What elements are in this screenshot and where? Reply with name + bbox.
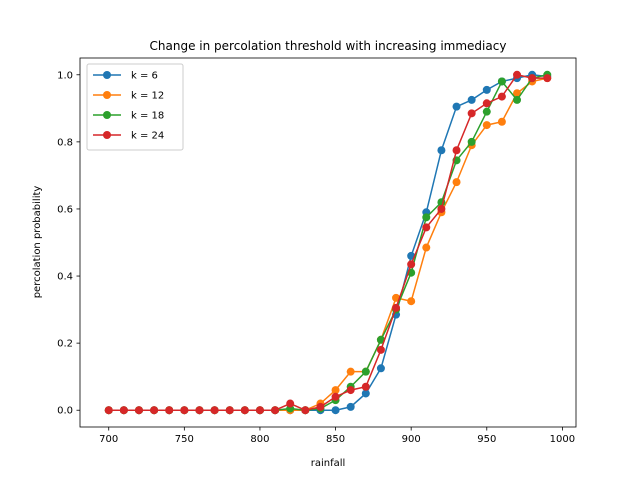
data-point [255, 406, 264, 415]
data-point [422, 243, 431, 252]
data-point [467, 95, 476, 104]
x-tick-label: 1000 [550, 434, 575, 445]
data-point [513, 70, 522, 79]
data-point [452, 178, 461, 187]
x-tick-label: 950 [477, 434, 496, 445]
data-point [407, 297, 416, 306]
legend-label: k = 24 [131, 131, 164, 142]
legend-item: k = 24 [93, 131, 164, 142]
y-tick-label: 0.0 [57, 406, 73, 417]
data-point [437, 204, 446, 213]
data-point [210, 406, 219, 415]
data-point [513, 89, 522, 98]
data-point [482, 107, 491, 116]
data-point [346, 386, 355, 395]
chart-title: Change in percolation threshold with inc… [150, 39, 507, 53]
data-point [240, 406, 249, 415]
data-point [422, 213, 431, 222]
y-axis: 0.0 0.2 0.4 0.6 0.8 1.0 [57, 70, 80, 417]
legend-label: k = 6 [131, 71, 158, 82]
data-point [528, 74, 537, 83]
legend-label: k = 12 [131, 91, 164, 102]
data-point [376, 364, 385, 373]
data-point [316, 402, 325, 411]
data-point [437, 146, 446, 155]
data-point [150, 406, 159, 415]
data-point [286, 399, 295, 408]
legend-marker [103, 111, 111, 119]
legend-label: k = 18 [131, 111, 164, 122]
x-axis-label: rainfall [311, 458, 346, 469]
data-point [301, 406, 310, 415]
data-point [543, 74, 552, 83]
data-point [361, 382, 370, 391]
data-point [482, 85, 491, 94]
data-point [331, 386, 340, 395]
legend-box [86, 63, 184, 151]
data-point [361, 389, 370, 398]
data-point [180, 406, 189, 415]
legend-marker [103, 131, 111, 139]
legend-marker [103, 91, 111, 99]
data-point [346, 402, 355, 411]
data-point [376, 345, 385, 354]
data-point [225, 406, 234, 415]
y-axis-label: percolation probability [32, 186, 43, 299]
data-point [467, 137, 476, 146]
data-point [134, 406, 143, 415]
data-point [467, 109, 476, 118]
data-point [271, 406, 280, 415]
data-point [331, 406, 340, 415]
series-layer [104, 70, 552, 415]
data-point [407, 260, 416, 269]
legend-item: k = 12 [93, 91, 164, 102]
data-point [452, 146, 461, 155]
data-point [422, 223, 431, 232]
x-tick-label: 800 [250, 434, 269, 445]
y-tick-label: 0.8 [57, 137, 73, 148]
data-point [482, 99, 491, 108]
data-point [392, 303, 401, 312]
data-point [119, 406, 128, 415]
data-point [104, 406, 113, 415]
data-point [452, 102, 461, 111]
series-4 [104, 70, 552, 415]
legend-marker [103, 71, 111, 79]
x-axis: 700 750 800 850 900 950 1000 [99, 427, 575, 445]
legend: k = 6 k = 12 k = 18 k = 24 [86, 63, 184, 151]
data-point [497, 77, 506, 86]
y-tick-label: 0.4 [57, 272, 73, 283]
y-tick-label: 0.2 [57, 339, 73, 350]
data-point [392, 293, 401, 302]
data-point [361, 367, 370, 376]
data-point [346, 367, 355, 376]
y-tick-label: 0.6 [57, 204, 73, 215]
data-point [195, 406, 204, 415]
data-point [497, 117, 506, 126]
legend-item: k = 6 [93, 71, 158, 82]
plot-frame [79, 57, 577, 428]
x-tick-label: 850 [326, 434, 345, 445]
data-point [165, 406, 174, 415]
y-tick-label: 1.0 [57, 70, 73, 81]
data-point [513, 95, 522, 104]
data-point [482, 121, 491, 130]
x-tick-label: 700 [99, 434, 118, 445]
data-point [331, 392, 340, 401]
data-point [497, 92, 506, 101]
x-tick-label: 750 [175, 434, 194, 445]
legend-item: k = 18 [93, 111, 164, 122]
x-tick-label: 900 [402, 434, 421, 445]
data-point [376, 335, 385, 344]
